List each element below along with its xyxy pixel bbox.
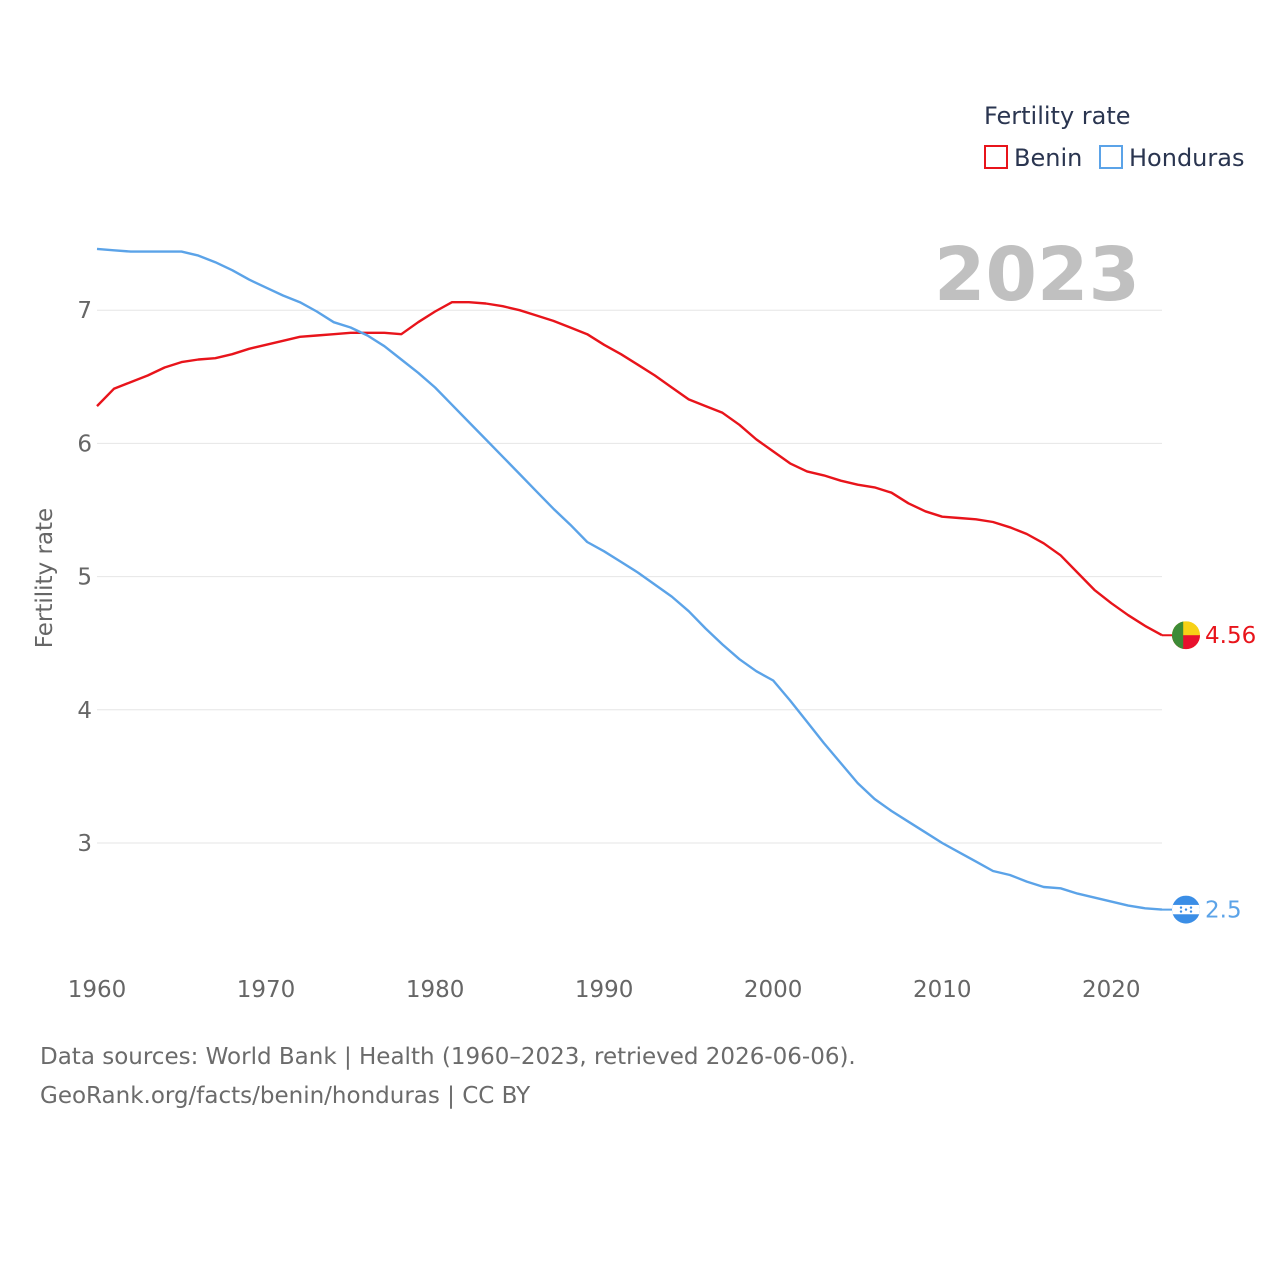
x-tick-label: 2020	[1082, 977, 1141, 1003]
legend-swatch-honduras[interactable]	[1099, 145, 1123, 169]
y-tick-label: 7	[77, 298, 92, 324]
series-line-benin[interactable]	[96, 301, 1163, 637]
y-axis-label: Fertility rate	[32, 508, 58, 648]
x-tick-label: 1980	[406, 977, 465, 1003]
y-axis-ticks: 3 4 5 6 7	[77, 298, 92, 857]
legend-label-benin[interactable]: Benin	[1014, 144, 1082, 172]
grid-lines	[97, 309, 1162, 844]
x-tick-label: 1970	[237, 977, 296, 1003]
end-markers: 4.56 2.5	[1172, 621, 1256, 924]
series-line-honduras[interactable]	[96, 247, 1163, 911]
footer-sources: Data sources: World Bank | Health (1960–…	[40, 1044, 856, 1070]
x-tick-label: 2010	[913, 977, 972, 1003]
y-tick-label: 5	[77, 565, 92, 591]
current-year-label: 2023	[934, 232, 1140, 318]
legend-label-honduras[interactable]: Honduras	[1129, 144, 1244, 172]
legend[interactable]: Fertility rate Benin Honduras	[984, 102, 1244, 172]
y-tick-label: 4	[77, 698, 92, 724]
legend-swatch-benin[interactable]	[984, 145, 1008, 169]
y-tick-label: 3	[77, 831, 92, 857]
end-value-label-benin: 4.56	[1205, 623, 1256, 649]
x-tick-label: 1960	[68, 977, 127, 1003]
end-value-label-honduras: 2.5	[1205, 898, 1242, 924]
x-tick-label: 2000	[744, 977, 803, 1003]
honduras-flag-icon	[1172, 895, 1200, 924]
benin-flag-icon	[1172, 621, 1200, 650]
footer-url[interactable]: GeoRank.org/facts/benin/honduras | CC BY	[40, 1083, 531, 1109]
series-lines	[96, 247, 1186, 911]
x-tick-label: 1990	[575, 977, 634, 1003]
y-tick-label: 6	[77, 431, 92, 457]
legend-title: Fertility rate	[984, 102, 1131, 130]
x-axis-ticks: 1960 1970 1980 1990 2000 2010 2020	[68, 977, 1141, 1003]
